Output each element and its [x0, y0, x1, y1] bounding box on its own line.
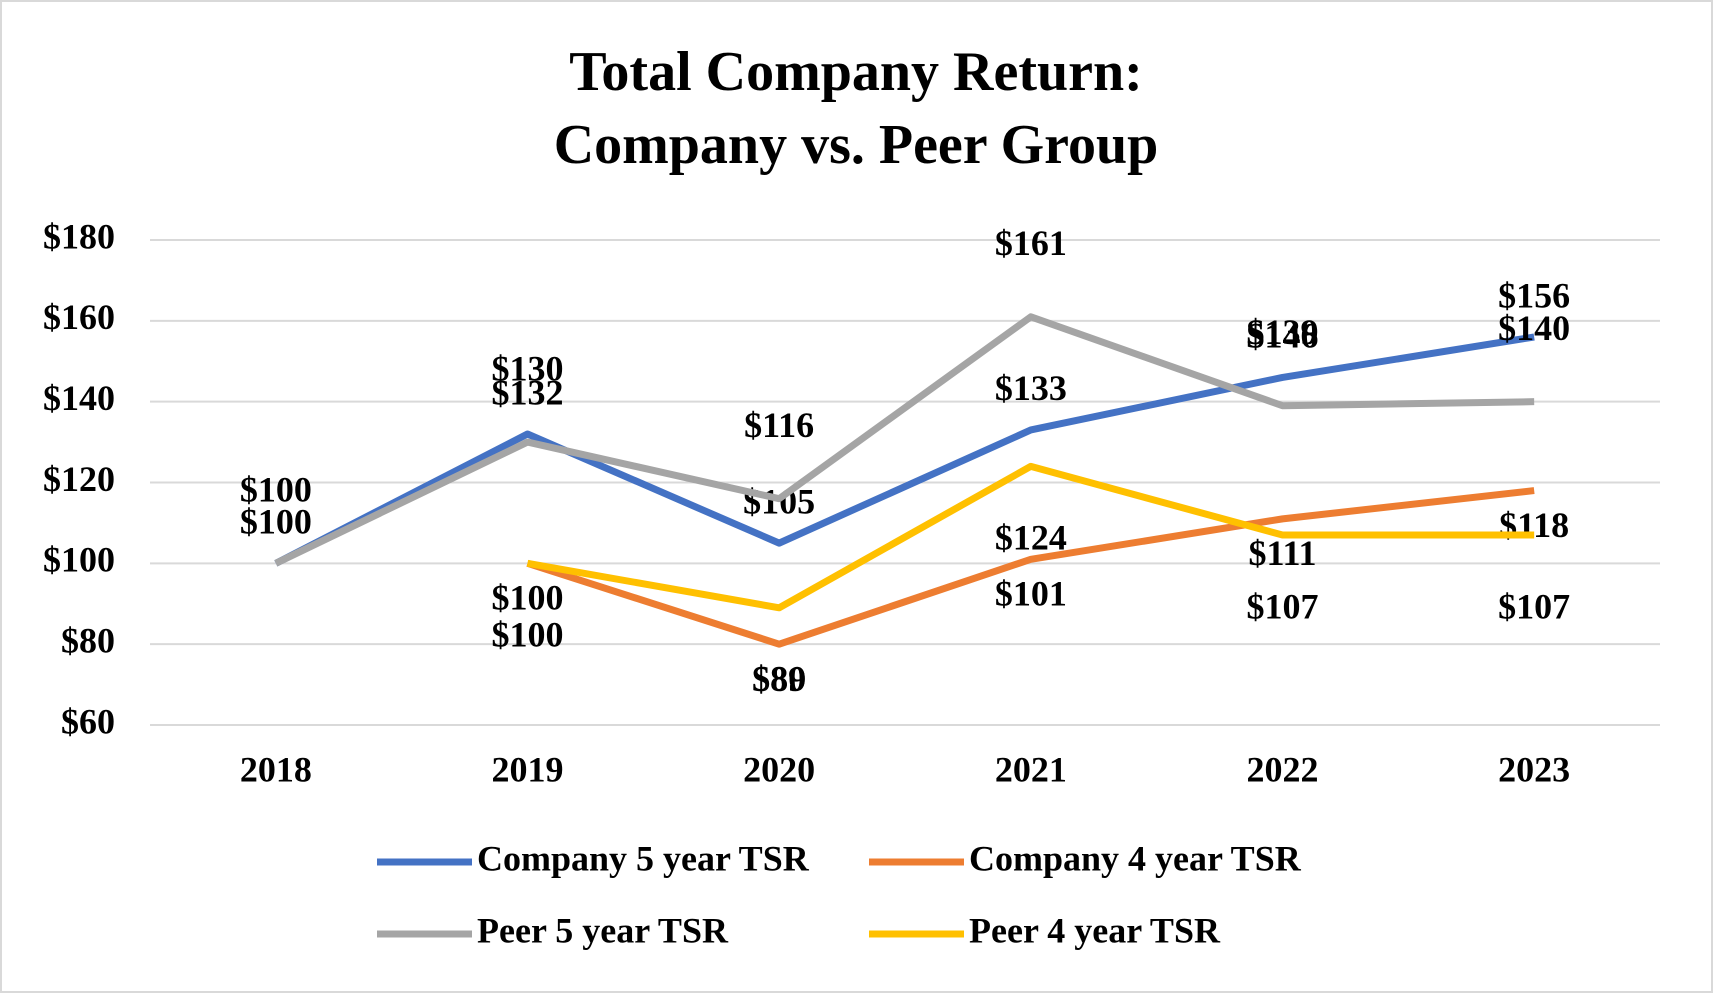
x-tick-label: 2023: [1498, 749, 1570, 789]
chart-title: Total Company Return:: [569, 41, 1143, 103]
data-label: $140: [1498, 308, 1570, 348]
data-label: $139: [1247, 312, 1319, 352]
data-label: $100: [240, 502, 312, 542]
data-label: $118: [1499, 505, 1569, 545]
data-label: $100: [492, 615, 564, 655]
legend-label: Company 4 year TSR: [969, 838, 1302, 878]
legend-label: Peer 5 year TSR: [477, 910, 729, 950]
data-label: $107: [1247, 586, 1319, 626]
data-label: $89: [752, 659, 806, 699]
y-tick-label: $140: [43, 378, 115, 418]
series-line: [526, 487, 1535, 648]
y-tick-label: $80: [61, 620, 115, 660]
legend-label: Company 5 year TSR: [477, 838, 810, 878]
data-label: $100: [492, 578, 564, 618]
y-tick-label: $60: [61, 701, 115, 741]
data-label: $156: [1498, 275, 1570, 315]
y-tick-label: $100: [43, 540, 115, 580]
data-label: $100: [240, 470, 312, 510]
data-label: $116: [744, 405, 814, 445]
x-tick-label: 2020: [743, 749, 815, 789]
x-tick-label: 2021: [995, 749, 1067, 789]
data-label: $146: [1247, 316, 1319, 356]
chart-title: Company vs. Peer Group: [554, 114, 1159, 176]
data-label: $124: [995, 518, 1067, 558]
y-tick-label: $120: [43, 459, 115, 499]
x-tick-label: 2018: [240, 749, 312, 789]
y-tick-label: $180: [43, 216, 115, 256]
series-line: [526, 462, 1535, 612]
legend-label: Peer 4 year TSR: [969, 910, 1221, 950]
data-label: $80: [752, 658, 806, 698]
y-tick-label: $160: [43, 297, 115, 337]
data-label: $133: [995, 368, 1067, 408]
data-label: $161: [995, 223, 1067, 263]
data-label: $111: [1248, 533, 1316, 573]
series-line: [274, 313, 1535, 567]
series-line: [274, 333, 1535, 567]
data-label: $101: [995, 574, 1067, 614]
data-label: $132: [492, 372, 564, 412]
data-label: $130: [492, 348, 564, 388]
x-tick-label: 2022: [1247, 749, 1319, 789]
data-label: $107: [1498, 586, 1570, 626]
x-tick-label: 2019: [492, 749, 564, 789]
